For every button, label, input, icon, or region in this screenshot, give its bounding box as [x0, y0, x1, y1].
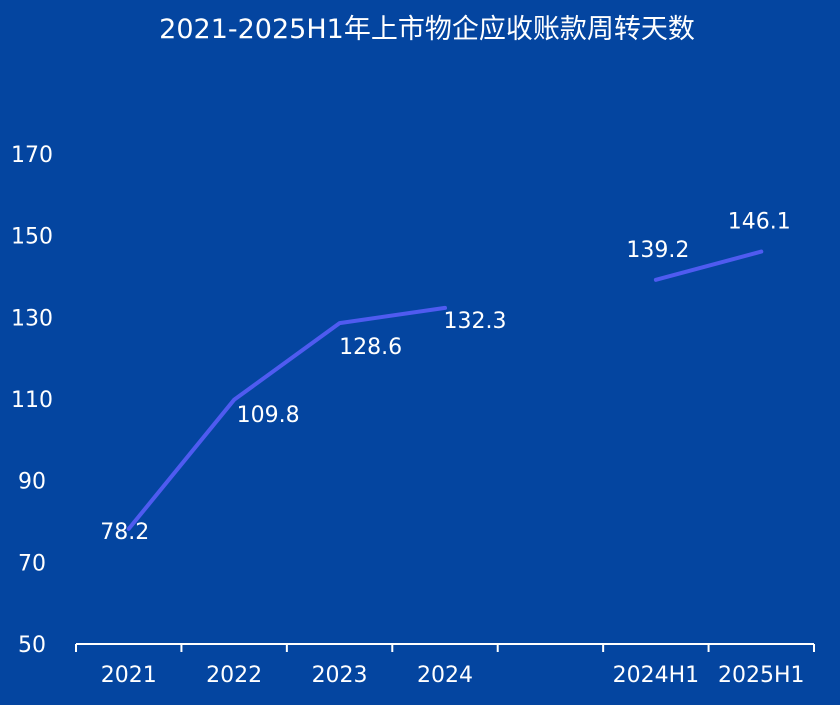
y-tick-label: 110 [11, 388, 53, 413]
chart-title: 2021-2025H1年上市物企应收账款周转天数 [159, 14, 695, 45]
data-label: 128.6 [339, 335, 402, 360]
data-label: 146.1 [728, 210, 791, 235]
y-tick-label: 150 [11, 225, 53, 250]
y-tick-label: 70 [18, 551, 46, 576]
x-tick-label: 2024H1 [613, 663, 700, 688]
data-label: 109.8 [237, 403, 300, 428]
x-tick-label: 2025H1 [718, 663, 805, 688]
series-line-1 [126, 305, 447, 531]
data-label: 139.2 [626, 238, 689, 263]
x-tick-label: 2021 [101, 663, 157, 688]
y-tick-label: 90 [18, 470, 46, 495]
y-tick-label: 130 [11, 306, 53, 331]
x-tick-label: 2024 [417, 663, 473, 688]
y-tick-label: 50 [18, 633, 46, 658]
data-label: 132.3 [444, 309, 507, 334]
x-tick-label: 2022 [206, 663, 262, 688]
data-label: 78.2 [100, 520, 149, 545]
series-line-2 [653, 249, 764, 282]
x-tick-label: 2023 [312, 663, 368, 688]
y-tick-label: 170 [11, 143, 53, 168]
